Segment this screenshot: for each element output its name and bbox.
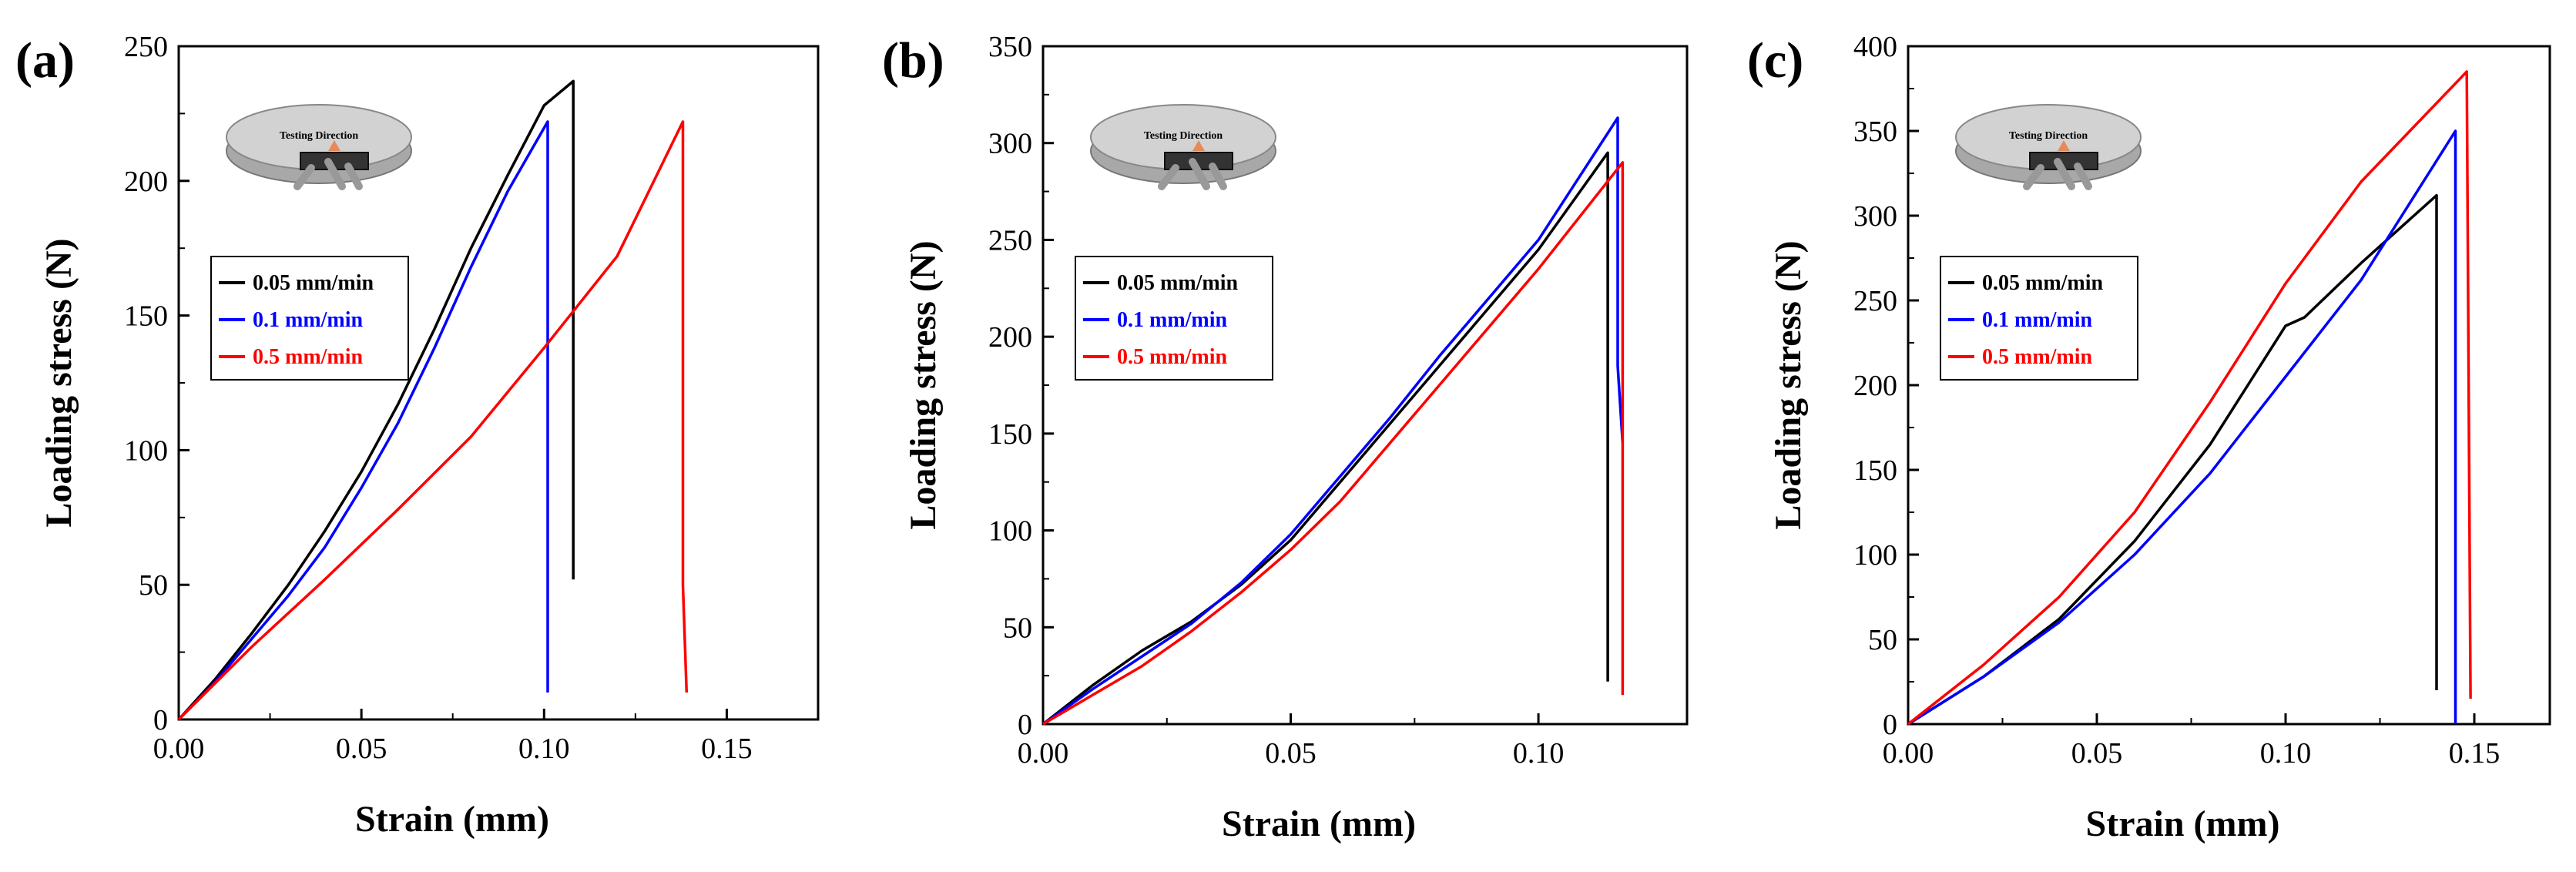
- testing-fixture-inset: Testing Direction: [226, 104, 412, 190]
- legend: 0.05 mm/min 0.1 mm/min 0.5 mm/min: [1940, 256, 2138, 381]
- legend-label: 0.1 mm/min: [253, 308, 364, 332]
- y-tick-label: 0: [153, 704, 168, 736]
- inset-caption: Testing Direction: [280, 130, 358, 142]
- legend-label: 0.05 mm/min: [253, 271, 374, 295]
- y-tick-label: 250: [124, 31, 168, 63]
- chart-panel-2: (b) 0.00 0.05 0.10 0 50 100 150 200 250 300 350 Stra…: [882, 31, 1689, 844]
- legend-label: 0.5 mm/min: [1117, 345, 1228, 369]
- x-tick-label: 0.05: [336, 733, 387, 765]
- legend-label: 0.1 mm/min: [1117, 308, 1228, 332]
- x-tick-label: 0.00: [153, 733, 205, 765]
- x-axis-title: Strain (mm): [1222, 803, 1416, 844]
- y-axis-title: Loading stress (N): [1768, 240, 1809, 529]
- support-roller: [1158, 164, 1179, 190]
- y-tick-label: 100: [1853, 539, 1897, 572]
- support-roller: [293, 164, 315, 190]
- series-line: [1042, 161, 1625, 726]
- panel-label: (a): [15, 32, 75, 89]
- x-tick-label: 0.00: [1018, 737, 1069, 770]
- load-arrow: [1192, 140, 1205, 151]
- y-tick-label: 200: [124, 166, 168, 198]
- y-tick-label: 150: [1853, 454, 1897, 487]
- y-tick-label: 200: [1853, 370, 1897, 402]
- y-tick-label: 50: [1868, 624, 1897, 656]
- support-roller: [2074, 163, 2092, 190]
- legend-label: 0.05 mm/min: [1982, 271, 2104, 295]
- x-tick-label: 0.10: [518, 733, 570, 765]
- series-line: [1907, 129, 2457, 726]
- legend-label: 0.5 mm/min: [253, 345, 364, 369]
- legend-label: 0.1 mm/min: [1982, 308, 2093, 332]
- x-tick-label: 0.05: [2071, 737, 2123, 770]
- load-arrow: [2058, 140, 2070, 151]
- x-axis-title: Strain (mm): [2086, 803, 2280, 844]
- y-tick-label: 100: [988, 515, 1032, 548]
- x-tick-label: 0.10: [2260, 737, 2312, 770]
- x-tick-label: 0.00: [1883, 737, 1934, 770]
- y-tick-label: 350: [1853, 116, 1897, 148]
- y-tick-label: 350: [988, 31, 1032, 63]
- y-tick-label: 100: [124, 434, 168, 467]
- testing-fixture-inset: Testing Direction: [1955, 104, 2142, 190]
- legend-label: 0.5 mm/min: [1982, 345, 2093, 369]
- support-roller: [2023, 164, 2044, 190]
- testing-fixture-inset: Testing Direction: [1090, 104, 1276, 190]
- support-roller: [1189, 158, 1210, 190]
- chart-panel-3: (c) 0.00 0.05 0.10 0.15 0 50 100 150 200 250 300 350…: [1747, 31, 2551, 844]
- y-tick-label: 50: [1003, 612, 1032, 644]
- inset-caption: Testing Direction: [2009, 130, 2088, 142]
- y-tick-label: 0: [1883, 709, 1897, 741]
- y-tick-label: 250: [988, 224, 1032, 257]
- inset-caption: Testing Direction: [1144, 130, 1223, 142]
- x-tick-label: 0.15: [2449, 737, 2501, 770]
- x-axis-title: Strain (mm): [355, 799, 549, 840]
- y-tick-label: 50: [139, 569, 168, 602]
- y-tick-label: 300: [1853, 200, 1897, 233]
- y-axis-title: Loading stress (N): [903, 240, 944, 529]
- chart-panel-1: (a) 0.00 0.05 0.10 0.15 0 50 100 150 200 250 Strain…: [15, 31, 820, 840]
- y-tick-label: 150: [988, 418, 1032, 451]
- series-line: [1041, 116, 1625, 726]
- panel-label: (c): [1747, 32, 1803, 89]
- load-arrow: [328, 140, 340, 151]
- panel-label: (b): [882, 32, 944, 89]
- series-line: [1907, 70, 2472, 726]
- x-tick-label: 0.10: [1513, 737, 1565, 770]
- series-line: [1907, 193, 2438, 726]
- x-tick-label: 0.15: [701, 733, 753, 765]
- y-tick-label: 0: [1018, 709, 1032, 741]
- y-tick-label: 400: [1853, 31, 1897, 63]
- series-line: [177, 120, 549, 721]
- y-tick-label: 300: [988, 128, 1032, 160]
- legend-label: 0.05 mm/min: [1117, 271, 1239, 295]
- series-line: [177, 79, 575, 721]
- y-tick-label: 250: [1853, 285, 1897, 317]
- legend: 0.05 mm/min 0.1 mm/min 0.5 mm/min: [210, 256, 409, 381]
- y-axis-title: Loading stress (N): [39, 238, 79, 527]
- y-tick-label: 200: [988, 321, 1032, 354]
- series-line: [1041, 151, 1609, 726]
- support-roller: [324, 158, 346, 190]
- legend: 0.05 mm/min 0.1 mm/min 0.5 mm/min: [1075, 256, 1273, 381]
- series-line: [177, 120, 689, 721]
- support-roller: [2054, 158, 2075, 190]
- support-roller: [1209, 163, 1227, 190]
- y-tick-label: 150: [124, 300, 168, 333]
- x-tick-label: 0.05: [1265, 737, 1317, 770]
- support-roller: [344, 163, 363, 190]
